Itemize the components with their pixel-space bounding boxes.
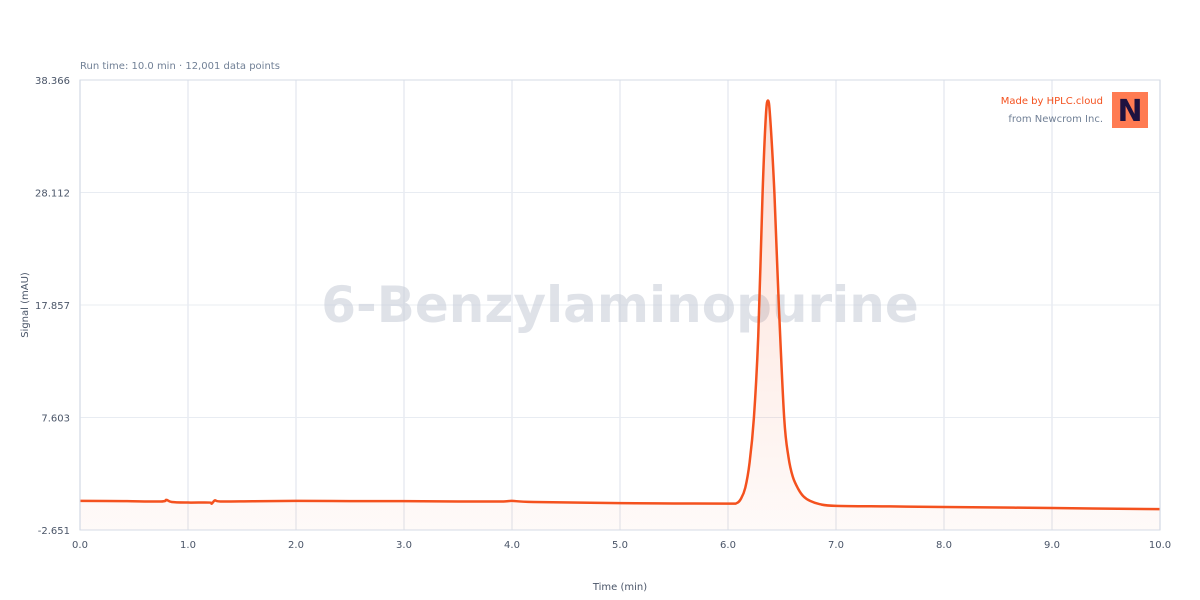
x-tick-label: 6.0 bbox=[720, 540, 736, 551]
y-tick-label: 28.112 bbox=[35, 188, 70, 199]
x-tick-label: 8.0 bbox=[936, 540, 952, 551]
x-tick-label: 0.0 bbox=[72, 540, 88, 551]
credit-line-1[interactable]: Made by HPLC.cloud bbox=[1001, 96, 1103, 107]
y-axis-label: Signal (mAU) bbox=[20, 272, 31, 338]
compound-watermark: 6-Benzylaminopurine bbox=[321, 276, 919, 334]
y-tick-label: 17.857 bbox=[35, 301, 70, 312]
newcrom-logo-letter: N bbox=[1117, 94, 1142, 129]
x-tick-label: 10.0 bbox=[1149, 540, 1171, 551]
x-tick-label: 2.0 bbox=[288, 540, 304, 551]
plot-frame bbox=[79, 79, 1161, 531]
x-tick-label: 1.0 bbox=[180, 540, 196, 551]
newcrom-logo bbox=[1112, 92, 1148, 128]
x-tick-label: 3.0 bbox=[396, 540, 412, 551]
credit-line-2: from Newcrom Inc. bbox=[1008, 114, 1103, 125]
x-tick-label: 9.0 bbox=[1044, 540, 1060, 551]
y-tick-label: 7.603 bbox=[41, 414, 70, 425]
x-tick-label: 5.0 bbox=[612, 540, 628, 551]
x-tick-label: 7.0 bbox=[828, 540, 844, 551]
x-tick-label: 4.0 bbox=[504, 540, 520, 551]
chart-subtitle: Run time: 10.0 min · 12,001 data points bbox=[80, 61, 280, 72]
signal-line bbox=[79, 99, 1161, 511]
y-tick-label: 38.366 bbox=[35, 76, 70, 87]
x-axis-label: Time (min) bbox=[592, 582, 647, 593]
y-tick-label: -2.651 bbox=[38, 526, 70, 537]
